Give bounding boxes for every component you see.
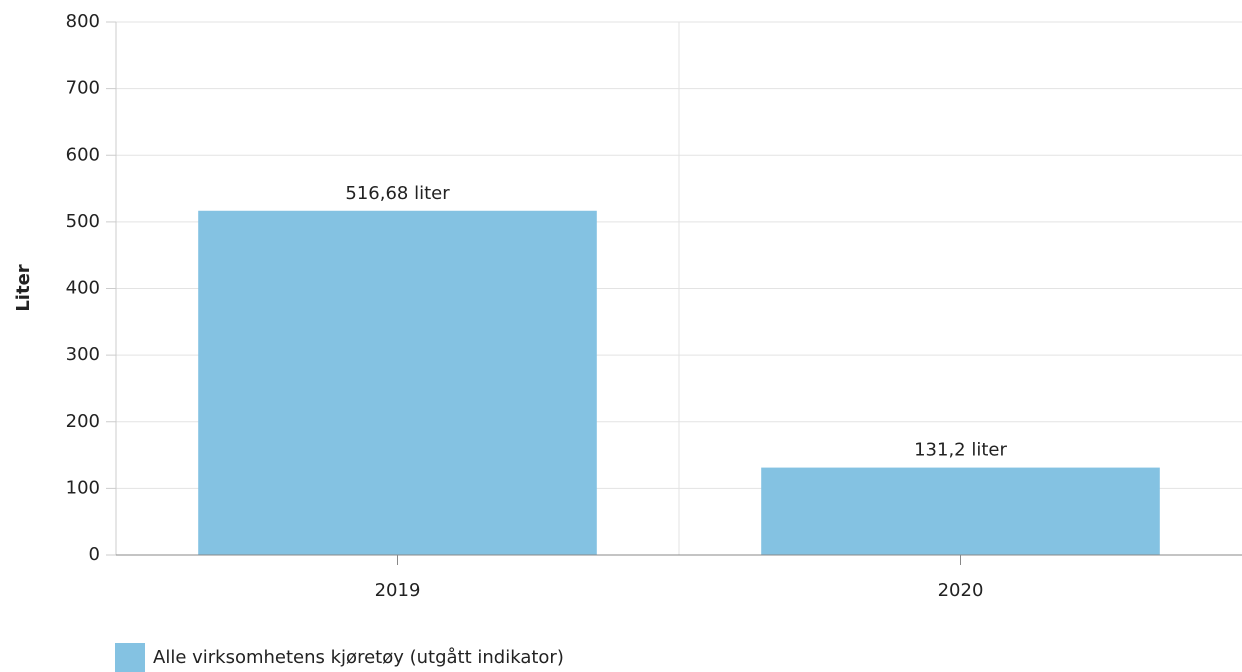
y-tick-label: 500 <box>66 211 100 232</box>
y-tick-label: 100 <box>66 477 100 498</box>
data-label: 131,2 liter <box>914 440 1007 461</box>
y-tick-label: 700 <box>66 78 100 99</box>
data-label: 516,68 liter <box>345 183 450 204</box>
y-tick-label: 0 <box>89 544 100 565</box>
x-tick-label: 2019 <box>375 580 421 601</box>
y-tick-label: 400 <box>66 278 100 299</box>
y-tick-label: 600 <box>66 144 100 165</box>
bar <box>761 467 1160 555</box>
y-tick-label: 800 <box>66 11 100 32</box>
legend-swatch <box>115 643 145 672</box>
legend-label: Alle virksomhetens kjøretøy (utgått indi… <box>153 647 564 668</box>
bar <box>198 210 597 555</box>
y-tick-label: 200 <box>66 411 100 432</box>
y-axis-label: Liter <box>13 264 34 311</box>
x-tick-label: 2020 <box>938 580 984 601</box>
y-tick-label: 300 <box>66 344 100 365</box>
